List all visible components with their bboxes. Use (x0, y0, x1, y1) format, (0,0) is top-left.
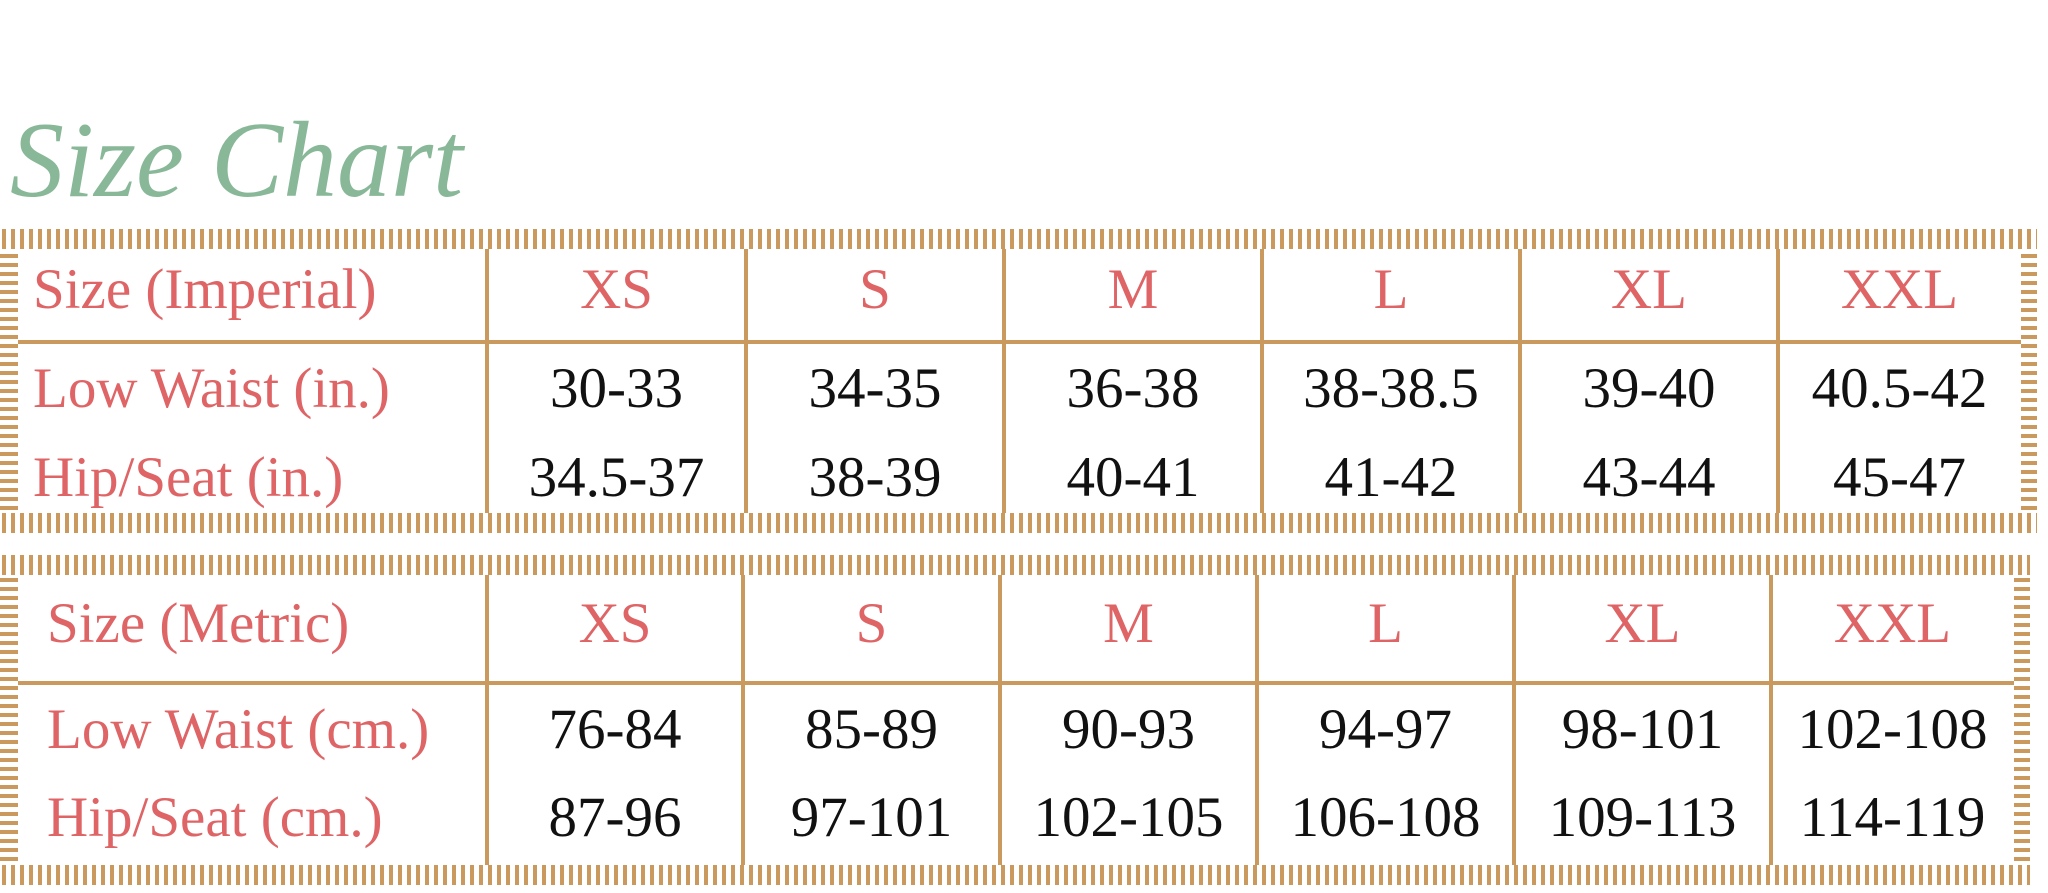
header-cell: L (1368, 592, 1403, 655)
cell: 106-108 (1291, 786, 1481, 849)
header-cell: Size (Metric) (47, 592, 349, 655)
header-cell: S (856, 592, 888, 655)
header-cell: M (1103, 592, 1154, 655)
header-rule (18, 340, 2021, 344)
cell: 97-101 (791, 786, 952, 849)
cell: 39-40 (1583, 357, 1716, 420)
border-top (0, 555, 2030, 575)
cell: 45-47 (1833, 446, 1966, 509)
border-top (0, 229, 2037, 249)
column-rule (1769, 575, 1773, 865)
column-rule (1255, 575, 1259, 865)
cell: 114-119 (1800, 786, 1986, 849)
header-cell: S (859, 258, 891, 321)
cell: 38-39 (809, 446, 942, 509)
column-rule (998, 575, 1002, 865)
header-cell: XS (579, 592, 652, 655)
border-bottom (0, 513, 2037, 533)
row-label: Low Waist (cm.) (47, 698, 429, 761)
header-cell: XXL (1834, 592, 1951, 655)
cell: 76-84 (549, 698, 682, 761)
column-rule (1260, 249, 1264, 513)
cell: 98-101 (1562, 698, 1723, 761)
column-rule (741, 575, 745, 865)
row-label: Low Waist (in.) (33, 357, 390, 420)
title: Size Chart (10, 101, 466, 220)
cell: 40-41 (1067, 446, 1200, 509)
border-bottom (0, 865, 2030, 885)
column-rule (485, 575, 489, 865)
cell: 102-105 (1034, 786, 1224, 849)
cell: 38-38.5 (1303, 357, 1479, 420)
cell: 36-38 (1067, 357, 1200, 420)
border-left (0, 249, 18, 513)
header-cell: XXL (1841, 258, 1958, 321)
cell: 34.5-37 (529, 446, 705, 509)
row-label: Hip/Seat (cm.) (47, 786, 383, 849)
column-rule (1512, 575, 1516, 865)
cell: 90-93 (1062, 698, 1195, 761)
column-rule (1776, 249, 1780, 513)
header-rule (18, 681, 2014, 685)
column-rule (1518, 249, 1522, 513)
border-right (2021, 249, 2037, 513)
header-cell: XL (1605, 592, 1681, 655)
cell: 30-33 (550, 357, 683, 420)
cell: 87-96 (549, 786, 682, 849)
header-cell: L (1374, 258, 1409, 321)
cell: 41-42 (1325, 446, 1458, 509)
border-left (0, 575, 18, 865)
cell: 34-35 (809, 357, 942, 420)
header-cell: XS (580, 258, 653, 321)
cell: 85-89 (805, 698, 938, 761)
header-cell: M (1108, 258, 1159, 321)
column-rule (744, 249, 748, 513)
column-rule (1002, 249, 1006, 513)
header-cell: Size (Imperial) (33, 258, 376, 321)
cell: 109-113 (1549, 786, 1737, 849)
border-right (2014, 575, 2030, 865)
column-rule (485, 249, 489, 513)
cell: 40.5-42 (1812, 357, 1988, 420)
header-cell: XL (1611, 258, 1687, 321)
row-label: Hip/Seat (in.) (33, 446, 343, 509)
cell: 94-97 (1319, 698, 1452, 761)
cell: 102-108 (1798, 698, 1988, 761)
cell: 43-44 (1583, 446, 1716, 509)
